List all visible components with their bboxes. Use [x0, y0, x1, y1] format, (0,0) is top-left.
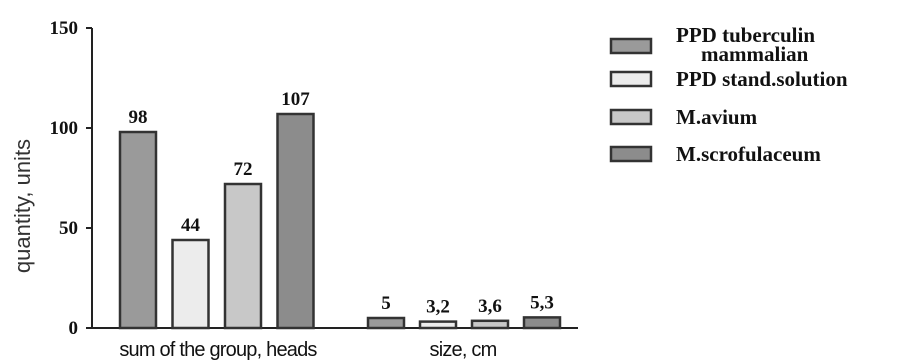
axes	[91, 28, 578, 329]
category-label: sum of the group, heads	[119, 339, 317, 361]
y-tick-label: 0	[69, 318, 79, 339]
y-tick-label: 100	[50, 118, 79, 139]
bar	[470, 319, 510, 330]
legend-entry-label: M.avium	[676, 105, 758, 129]
y-axis-label: quantity, units	[10, 139, 35, 273]
bar	[223, 182, 263, 330]
bar	[118, 130, 158, 330]
legend-entry-label: M.scrofulaceum	[676, 142, 821, 166]
bars: 98 5 44 3,2 72 3,6 107 5,3	[118, 89, 562, 330]
bar-value-label: 98	[129, 107, 148, 128]
bar-value-label: 3,2	[426, 297, 450, 318]
legend-swatch	[609, 37, 653, 55]
bar	[522, 316, 562, 330]
category-label: size, cm	[430, 339, 497, 361]
y-tick-label: 150	[50, 18, 79, 39]
bar-value-label: 5,3	[530, 292, 554, 313]
legend-swatch	[609, 145, 653, 163]
legend-entry-label: PPD stand.solution	[676, 67, 848, 91]
bar-value-label: 107	[281, 89, 310, 110]
bar	[276, 112, 315, 330]
bar	[171, 238, 210, 330]
legend-swatch	[609, 70, 653, 88]
bar-value-label: 44	[181, 215, 201, 236]
legend-swatch	[609, 108, 653, 126]
bar	[366, 316, 406, 330]
y-tick-label: 50	[59, 218, 78, 239]
bar-value-label: 72	[234, 159, 253, 180]
legend-entry-label: PPD tuberculin	[676, 23, 815, 47]
bar	[418, 320, 458, 330]
category-labels: sum of the group, heads size, cm	[119, 339, 497, 361]
bar-value-label: 3,6	[478, 296, 502, 317]
bar-value-label: 5	[381, 293, 391, 314]
y-ticks: 0 50 100 150	[50, 18, 92, 339]
legend-entry-label: mammalian	[701, 42, 809, 66]
